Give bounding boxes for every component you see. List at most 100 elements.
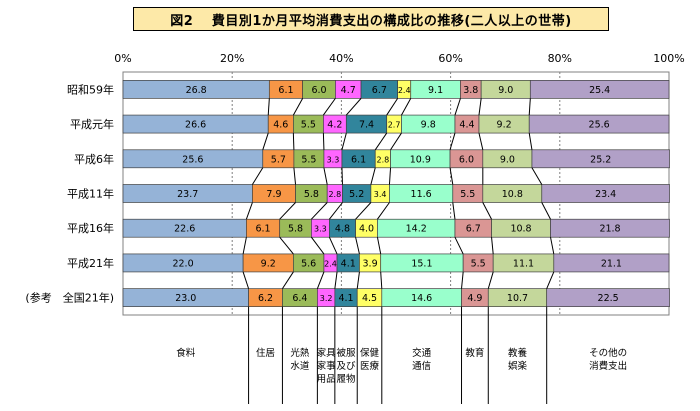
data-label: 11.1 xyxy=(513,258,534,269)
series-connector xyxy=(356,271,360,289)
data-label: 25.2 xyxy=(590,154,611,165)
legend-label: 家具 xyxy=(317,347,337,359)
series-connector xyxy=(454,98,461,116)
data-label: 21.8 xyxy=(599,224,620,235)
bar-segment xyxy=(553,253,670,273)
data-label: 23.0 xyxy=(175,293,196,304)
legend-label: 光熱 xyxy=(290,347,310,359)
series-connector xyxy=(292,133,295,150)
series-connector xyxy=(482,202,492,220)
legend-label: 用品 xyxy=(317,374,336,385)
bar-segment xyxy=(550,218,670,238)
data-label: 6.2 xyxy=(258,293,273,304)
data-label: 10.9 xyxy=(410,154,431,165)
data-label: 11.6 xyxy=(411,189,432,200)
data-label: 6.1 xyxy=(278,85,293,96)
data-label: 6.1 xyxy=(255,224,270,235)
series-connector xyxy=(541,202,551,220)
data-label: 23.4 xyxy=(595,189,616,200)
series-connector xyxy=(279,236,294,255)
data-label: 9.2 xyxy=(261,258,276,269)
data-label: 6.7 xyxy=(372,85,387,96)
data-label: 3.3 xyxy=(314,225,327,234)
data-label: 4.2 xyxy=(327,120,342,131)
data-label: 5.6 xyxy=(301,258,316,269)
legend-label: 交通 xyxy=(412,347,432,359)
series-connector xyxy=(461,271,464,289)
data-label: 21.1 xyxy=(601,258,622,269)
data-label: 6.7 xyxy=(466,224,481,235)
category-label: 平成21年 xyxy=(67,256,114,270)
data-label: 9.0 xyxy=(498,85,513,96)
series-connector xyxy=(374,132,388,151)
bar-segment xyxy=(541,184,670,203)
legend-label: 食料 xyxy=(176,347,196,359)
data-label: 2.4 xyxy=(398,86,411,95)
series-connector xyxy=(310,236,325,255)
data-label: 4.9 xyxy=(467,293,482,304)
data-label: 22.5 xyxy=(598,293,619,304)
series-connector xyxy=(322,133,325,150)
series-connector xyxy=(267,98,270,116)
data-label: 25.6 xyxy=(182,154,203,165)
data-label: 5.7 xyxy=(271,154,286,165)
data-label: 3.2 xyxy=(320,294,333,303)
legend-label: 水道 xyxy=(290,360,310,372)
data-label: 25.6 xyxy=(589,120,610,131)
series-connector xyxy=(401,98,412,116)
data-label: 22.6 xyxy=(174,224,195,235)
series-connector xyxy=(478,98,482,116)
chart-title: 図2 費目別1か月平均消費支出の構成比の推移(二人以上の世帯) xyxy=(133,7,609,31)
series-connector xyxy=(386,98,399,116)
data-label: 2.7 xyxy=(388,121,401,130)
data-label: 10.8 xyxy=(502,189,523,200)
series-connector xyxy=(487,271,494,289)
data-label: 4.4 xyxy=(459,120,474,131)
series-connector xyxy=(279,202,296,220)
legend-label: 医療 xyxy=(360,360,380,372)
legend-label: 被服 xyxy=(337,347,357,359)
series-connector xyxy=(328,237,338,255)
x-tick-label: 100% xyxy=(653,52,684,65)
data-label: 10.7 xyxy=(507,293,528,304)
series-connector xyxy=(449,167,454,185)
data-label: 5.5 xyxy=(301,154,316,165)
data-label: 10.8 xyxy=(510,224,531,235)
data-label: 7.4 xyxy=(359,120,374,131)
x-tick-label: 40% xyxy=(329,52,353,65)
series-connector xyxy=(355,202,372,220)
data-label: 25.4 xyxy=(589,85,610,96)
category-label: 昭和59年 xyxy=(67,82,114,96)
data-label: 3.4 xyxy=(374,190,387,199)
series-connector xyxy=(454,236,464,255)
series-connector xyxy=(311,202,328,220)
data-label: 5.8 xyxy=(288,224,303,235)
legend-label: 教育 xyxy=(465,347,484,359)
category-label: 平成11年 xyxy=(67,187,114,201)
x-tick-label: 0% xyxy=(114,52,131,65)
bar-segment xyxy=(546,288,670,307)
legend-label: 娯楽 xyxy=(508,360,528,372)
data-label: 6.0 xyxy=(311,85,326,96)
data-label: 5.5 xyxy=(301,120,316,131)
series-connector xyxy=(282,271,294,289)
series-connector xyxy=(380,271,383,289)
legend-label: 消費支出 xyxy=(589,360,627,372)
series-connector xyxy=(262,132,269,150)
data-label: 7.9 xyxy=(266,189,281,200)
legend-label: 教養 xyxy=(508,347,528,359)
data-label: 5.5 xyxy=(471,258,486,269)
data-label: 2.4 xyxy=(324,259,337,268)
legend-label: 保健 xyxy=(360,347,380,359)
x-tick-label: 60% xyxy=(438,52,462,65)
series-connector xyxy=(242,271,250,289)
series-connector xyxy=(251,167,264,185)
series-connector xyxy=(376,237,382,255)
data-label: 26.6 xyxy=(185,120,206,131)
series-connector xyxy=(449,132,456,150)
data-label: 2.8 xyxy=(377,155,390,164)
x-tick-label: 80% xyxy=(548,52,572,65)
series-connector xyxy=(491,237,494,254)
bar-segment xyxy=(529,80,670,99)
